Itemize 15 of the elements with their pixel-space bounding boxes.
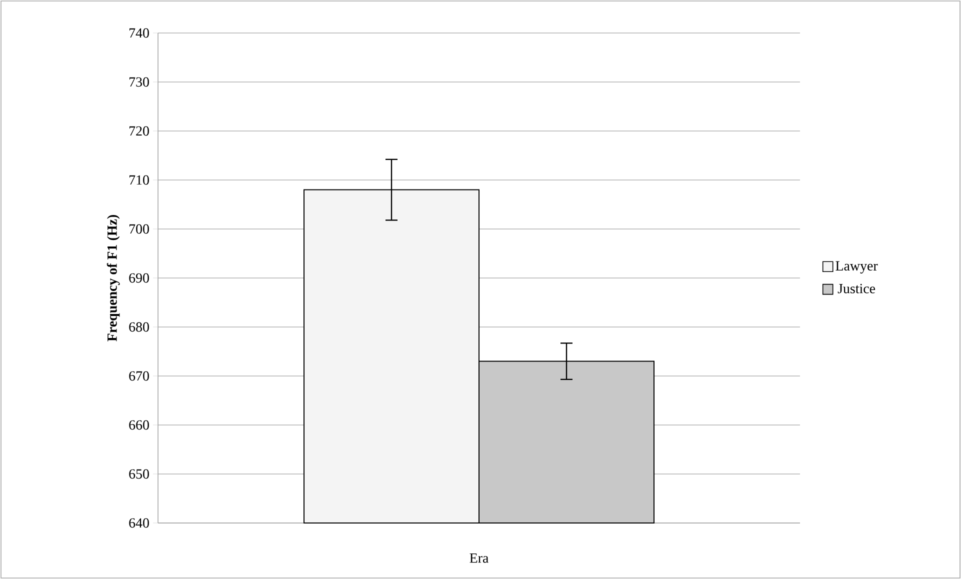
y-tick-label: 670 — [129, 371, 149, 381]
y-tick-label: 680 — [129, 322, 149, 332]
y-tick-label: 690 — [129, 273, 149, 283]
y-tick-label: 640 — [129, 518, 149, 528]
y-tick-label: 650 — [129, 469, 149, 479]
legend-label: Justice — [838, 284, 876, 294]
y-tick-label: 740 — [129, 28, 149, 38]
y-tick-label: 700 — [129, 224, 149, 234]
legend-label: Lawyer — [836, 261, 878, 274]
y-tick-label: 660 — [129, 420, 149, 430]
x-tick-label: Era — [470, 553, 488, 563]
y-tick-label: 710 — [129, 175, 149, 185]
y-tick-label: 730 — [129, 77, 149, 87]
y-axis-title: Frequency of F1 (Hz) — [106, 215, 120, 342]
y-tick-label: 720 — [129, 126, 149, 136]
